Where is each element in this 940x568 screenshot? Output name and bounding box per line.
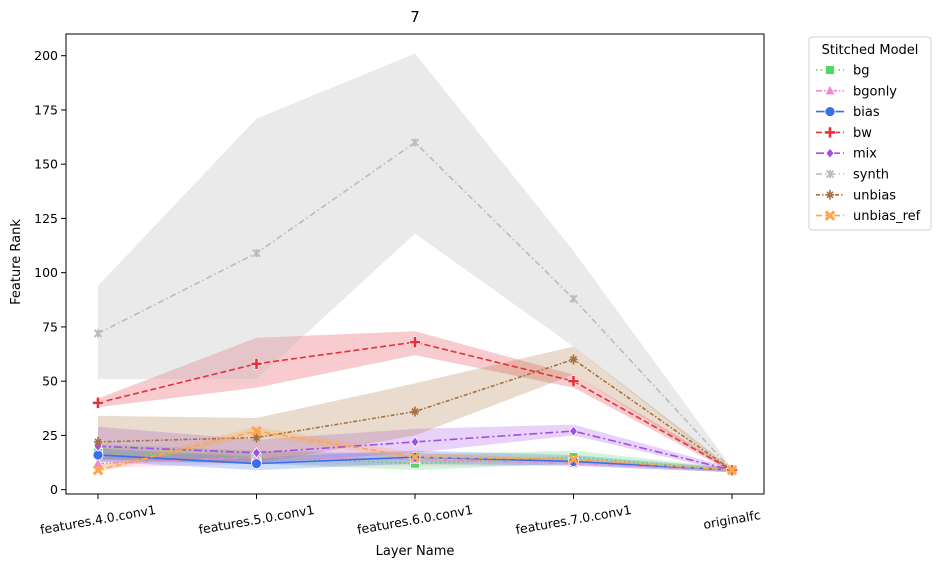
legend-item-unbias_ref: unbias_ref — [816, 209, 921, 224]
legend-items: bg bgonly bias bw mix synth unbias unbias_ref — [816, 64, 921, 224]
legend-marker-bg — [825, 65, 835, 75]
point-synth-1 — [252, 249, 261, 258]
legend-label-unbias: unbias — [853, 188, 896, 203]
legend-label-bgonly: bgonly — [853, 84, 897, 99]
legend-item-mix: mix — [816, 147, 877, 162]
point-synth-0 — [93, 329, 103, 338]
legend-marker-bias — [824, 106, 836, 117]
y-tick-label: 100 — [34, 265, 58, 280]
y-tick-label: 200 — [34, 48, 58, 63]
point-synth-3 — [569, 294, 578, 303]
legend-item-bias: bias — [816, 105, 880, 120]
legend-item-synth: synth — [816, 168, 889, 183]
point-unbias-1 — [252, 432, 261, 443]
line-mix — [97, 430, 733, 471]
y-tick-label: 75 — [42, 319, 58, 334]
legend-item-unbias: unbias — [816, 188, 896, 203]
line-unbias — [97, 358, 733, 471]
x-tick-label: features.7.0.conv1 — [514, 502, 632, 537]
point-bias-3 — [568, 456, 579, 467]
y-tick-label: 175 — [34, 102, 58, 117]
legend-marker-synth — [825, 169, 835, 179]
point-unbias-2 — [411, 406, 419, 417]
point-unbias-0 — [94, 436, 102, 447]
point-bgonly-0 — [92, 456, 104, 469]
y-tick-label: 150 — [34, 157, 58, 172]
legend-label-unbias_ref: unbias_ref — [853, 209, 921, 224]
legend-item-bw: bw — [816, 126, 872, 141]
x-tick-label: features.5.0.conv1 — [197, 502, 315, 537]
chart-title: 7 — [410, 8, 420, 26]
legend-item-bg: bg — [816, 64, 870, 79]
x-tick-label: originalfc — [702, 507, 762, 532]
legend-label-synth: synth — [853, 168, 889, 183]
point-bw-1 — [250, 358, 263, 370]
line-synth — [97, 141, 733, 471]
point-bw-2 — [409, 336, 421, 348]
point-mix-2 — [410, 436, 420, 448]
x-tick-label: features.6.0.conv1 — [356, 502, 474, 537]
point-unbias-3 — [569, 354, 578, 365]
point-unbias_ref-2 — [409, 451, 421, 463]
legend-marker-unbias — [826, 189, 834, 200]
legend-marker-mix — [825, 147, 835, 159]
legend: Stitched Model bg bgonly bias bw mix synth unb… — [808, 36, 932, 231]
legend-item-bgonly: bgonly — [816, 83, 897, 99]
point-unbias_ref-4 — [726, 464, 738, 476]
point-synth-2 — [410, 138, 420, 147]
point-unbias_ref-3 — [568, 454, 579, 465]
point-bias-1 — [251, 458, 262, 470]
legend-marker-bgonly — [824, 83, 836, 96]
legend-box — [808, 36, 932, 231]
legend-marker-bw — [824, 126, 836, 139]
y-axis: 0 25 50 75 100 125 150 175 200 — [34, 48, 66, 497]
x-axis-label: Layer Name — [376, 544, 455, 559]
y-tick-label: 25 — [42, 428, 58, 443]
line-bw — [97, 341, 733, 471]
point-bw-0 — [92, 397, 104, 409]
series-markers — [92, 138, 738, 476]
legend-label-mix: mix — [853, 147, 877, 162]
legend-marker-unbias_ref — [824, 210, 836, 221]
x-axis: features.4.0.conv1 features.5.0.conv1 feat… — [39, 494, 762, 537]
line-unbias_ref — [97, 430, 733, 471]
point-unbias_ref-0 — [92, 464, 104, 476]
y-tick-label: 125 — [34, 211, 58, 226]
legend-title: Stitched Model — [822, 43, 919, 58]
legend-label-bias: bias — [853, 105, 880, 120]
point-mix-1 — [251, 447, 262, 459]
y-axis-label: Feature Rank — [9, 219, 24, 305]
y-tick-label: 0 — [50, 482, 58, 497]
point-bw-3 — [567, 375, 580, 387]
point-mix-3 — [568, 425, 579, 437]
x-tick-label: features.4.0.conv1 — [39, 502, 157, 537]
legend-label-bg: bg — [853, 64, 870, 79]
point-unbias_ref-1 — [251, 425, 262, 437]
legend-label-bw: bw — [853, 126, 872, 141]
y-tick-label: 50 — [42, 374, 58, 389]
